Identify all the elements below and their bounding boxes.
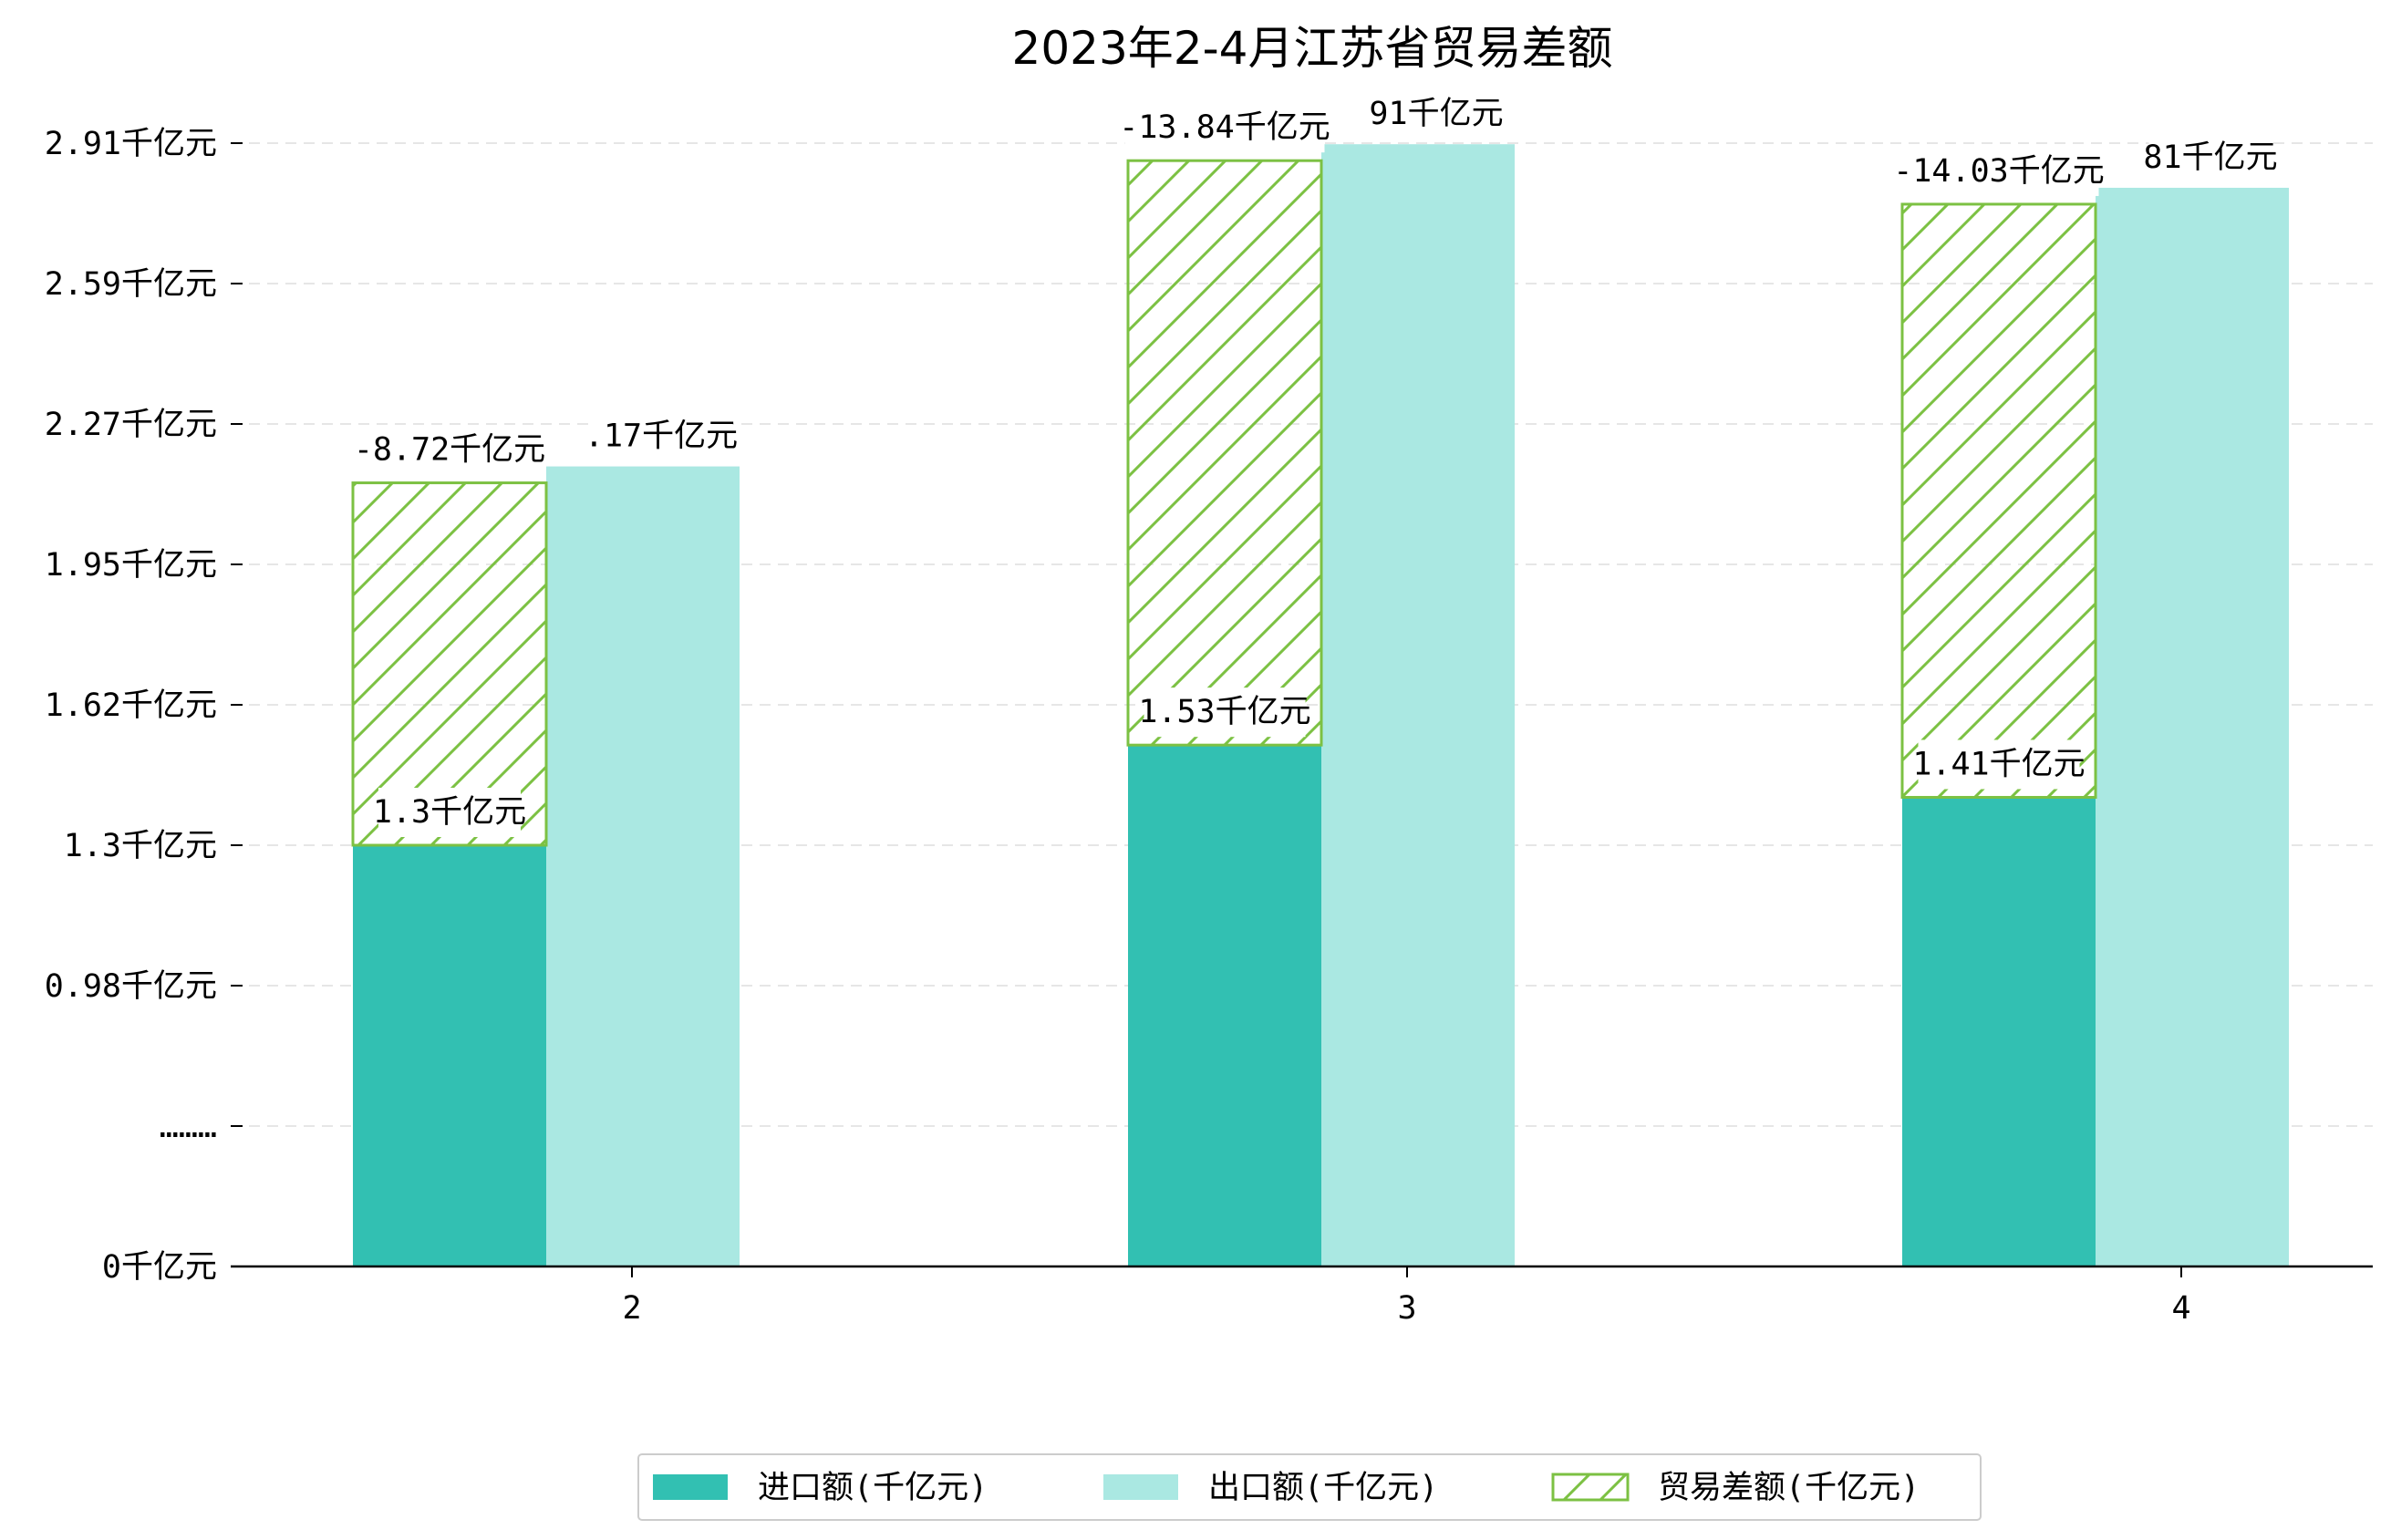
import-bar xyxy=(353,845,546,1266)
legend-import-label: 进口额(千亿元) xyxy=(758,1470,988,1506)
balance-value-label: -14.03千亿元 xyxy=(1893,153,2104,190)
export-bar xyxy=(546,466,740,1267)
export-bar xyxy=(1321,144,1515,1266)
bars xyxy=(351,144,2289,1267)
x-tick-label: 2 xyxy=(622,1290,641,1327)
x-axis-ticks: 2 3 4 xyxy=(622,1266,2191,1327)
balance-bar xyxy=(1900,202,2097,799)
import-value-label-bg xyxy=(1144,687,1306,738)
chart-title: 2023年2-4月江苏省贸易差额 xyxy=(1012,22,1613,75)
y-tick-label: 2.27千亿元 xyxy=(45,407,217,443)
data-labels: 1.3千亿元 -8.72千亿元 .17千亿元 1.53千亿元 -13.84千亿元 91千亿… xyxy=(354,89,2278,837)
x-tick-label: 3 xyxy=(1397,1290,1416,1327)
balance-bar xyxy=(351,481,548,847)
y-tick-label: 0千亿元 xyxy=(102,1249,217,1286)
import-value-label-bg xyxy=(1918,739,2080,790)
export-bar xyxy=(2096,187,2289,1266)
balance-value-label: -8.72千亿元 xyxy=(354,432,545,469)
y-tick-label: 1.62千亿元 xyxy=(45,687,217,724)
import-value-label: 1.3千亿元 xyxy=(373,794,526,831)
import-value-label-bg xyxy=(378,788,521,837)
legend-balance-swatch xyxy=(1551,1473,1630,1502)
y-tick-label: ……… xyxy=(160,1109,217,1145)
balance-value-label-bg xyxy=(1899,146,2099,196)
legend-export-swatch xyxy=(1103,1474,1178,1500)
export-value-label-bg xyxy=(590,411,732,461)
export-value-label: 91千亿元 xyxy=(1369,96,1503,132)
y-tick-label: 1.3千亿元 xyxy=(64,828,217,864)
x-tick-label: 4 xyxy=(2171,1290,2190,1327)
legend-frame xyxy=(637,1453,1982,1521)
export-value-label: 81千亿元 xyxy=(2143,140,2277,176)
y-tick-label: 0.98千亿元 xyxy=(45,968,217,1005)
export-value-label-bg xyxy=(2148,132,2272,182)
import-value-label: 1.41千亿元 xyxy=(1912,746,2085,782)
y-tick-label: 2.59千亿元 xyxy=(45,266,217,303)
y-tick-label: 1.95千亿元 xyxy=(45,547,217,584)
balance-value-label-bg xyxy=(1124,103,1325,153)
balance-bar xyxy=(1126,159,1323,747)
balance-value-label: -13.84千亿元 xyxy=(1119,109,1330,146)
y-axis-ticks: 0千亿元 ……… 0.98千亿元 1.3千亿元 1.62千亿元 1.95千亿元 2.27千亿… xyxy=(45,126,243,1286)
legend: 进口额(千亿元) 出口额(千亿元) 贸易差额(千亿元) xyxy=(637,1453,1982,1521)
y-tick-label: 2.91千亿元 xyxy=(45,126,217,162)
import-bar xyxy=(1902,797,2096,1266)
legend-export-label: 出口额(千亿元) xyxy=(1208,1470,1438,1506)
import-value-label: 1.53千亿元 xyxy=(1138,694,1310,730)
export-value-label: .17千亿元 xyxy=(585,419,738,455)
balance-value-label-bg xyxy=(359,425,540,475)
export-value-label-bg xyxy=(1374,89,1498,140)
legend-import-swatch xyxy=(653,1474,728,1500)
import-bar xyxy=(1128,745,1321,1266)
legend-balance-label: 贸易差额(千亿元) xyxy=(1658,1470,1920,1506)
